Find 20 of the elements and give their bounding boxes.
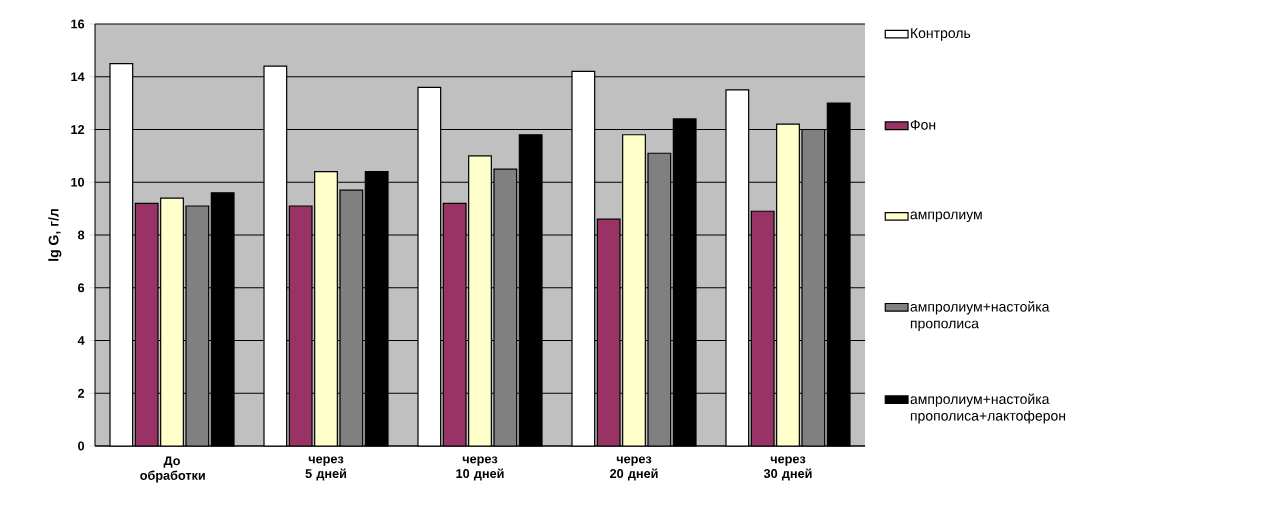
y-tick-label: 2 (78, 388, 85, 398)
x-tick-label: через 5 дней (305, 456, 347, 481)
y-tick-label: 6 (78, 283, 85, 293)
x-tick-label: через 30 дней (763, 456, 812, 481)
y-tick-label: 0 (78, 441, 85, 451)
y-axis-title: lg G, г/л (48, 209, 62, 261)
legend-label: ампролиум+настойка прополиса+лактоферон (910, 393, 1066, 424)
y-tick-label: 4 (77, 336, 85, 345)
legend-label: Контроль (911, 28, 971, 41)
legend-label: ампролиум (910, 211, 982, 223)
y-tick-label: 16 (71, 19, 85, 29)
y-tick-label: 14 (71, 72, 85, 82)
x-tick-label: через 10 дней (456, 456, 504, 481)
y-tick-label: 10 (71, 177, 85, 187)
y-tick-label: 8 (77, 230, 85, 240)
y-tick-label: 12 (71, 125, 85, 134)
legend-label: ампролиум+настойка прополиса (910, 301, 1050, 332)
x-tick-label: До обработки (140, 456, 205, 483)
x-tick-label: через 20 дней (610, 456, 658, 481)
legend-label: Фон (910, 119, 936, 130)
